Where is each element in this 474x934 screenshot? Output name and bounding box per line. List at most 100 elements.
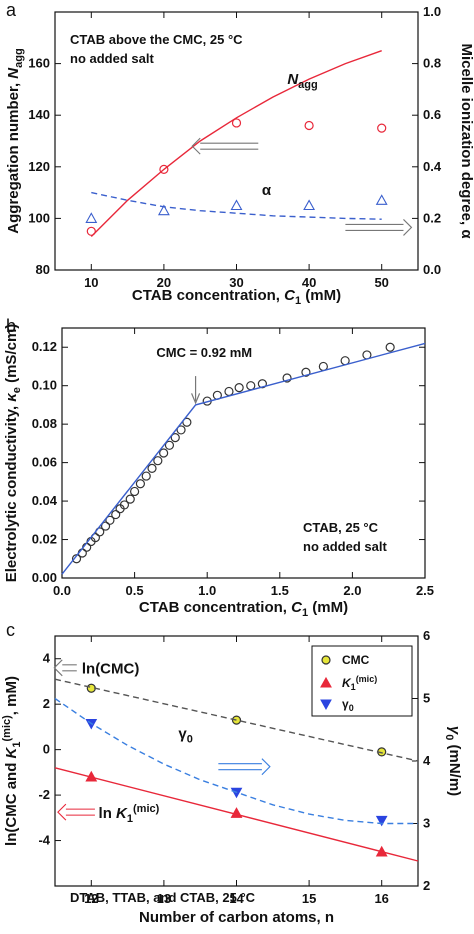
b-series-data-point: [147, 463, 157, 473]
b-series-data-point: [234, 383, 244, 393]
panel-a-x-axis-label: CTAB concentration, C1 (mM): [132, 287, 341, 307]
panel-c-annotation-lnk1: ln K1(mic): [99, 803, 160, 825]
c-series-cmc-fit-line: [54, 678, 419, 762]
a-x-tick-label: 40: [302, 275, 316, 290]
a-y-tick-label: 120: [28, 159, 50, 174]
c-series-cmc-fit: [54, 678, 419, 762]
panel-a-letter: a: [6, 0, 17, 20]
a-series--: [85, 194, 388, 223]
panel-c-y2-axis-label: γ0 (mN/m): [443, 726, 463, 796]
b-series-data-point: [224, 386, 234, 397]
a-series-nagg-point: [231, 118, 242, 128]
a-x-tick-label: 50: [374, 275, 388, 290]
b-y-tick-label: 0.04: [32, 493, 58, 508]
b-series-data-point: [170, 433, 180, 443]
panel-c-annotation-lncmc: ln(CMC): [82, 661, 139, 678]
panel-b-annotation-cmc: CMC = 0.92 mM: [156, 345, 252, 360]
b-x-tick-label: 1.0: [198, 583, 216, 598]
a-series---point: [375, 194, 388, 205]
c-x-tick-label: 13: [157, 891, 171, 906]
a-y2-tick-label: 0.2: [423, 210, 441, 225]
c-y2-tick-label: 6: [423, 628, 430, 643]
panel-c-arrow-k1: [57, 803, 95, 821]
b-series-data-point: [125, 494, 135, 504]
c-y-tick-label: 0: [43, 742, 50, 757]
b-x-tick-label: 0.5: [126, 583, 144, 598]
panel-a-annotation-1: CTAB above the CMC, 25 °C: [70, 32, 243, 47]
a-x-tick-label: 10: [84, 275, 98, 290]
panel-b-cmc-arrow-head: [191, 393, 201, 405]
panel-a-annotation-2: no added salt: [70, 51, 154, 66]
b-series-data-point: [176, 425, 186, 435]
a-series--fit-line: [91, 191, 382, 220]
c-series-k1-mic-fit-line: [54, 767, 419, 862]
a-y-tick-label: 140: [28, 107, 50, 122]
c-series--0-fit-line: [54, 697, 418, 825]
a-series---point: [303, 199, 316, 211]
panel-a-series-label-alpha: α: [262, 182, 272, 199]
panel-c-legend-label-k1: K1(mic): [342, 674, 377, 692]
b-x-tick-label: 1.5: [271, 583, 289, 598]
panel-c-arrow-gamma: [218, 758, 271, 776]
b-series-fit-line: [61, 342, 426, 575]
panel-c-legend-marker-gamma: [320, 699, 332, 711]
panel-b-annotation-3: no added salt: [303, 539, 387, 554]
a-series-nagg-point: [304, 120, 314, 131]
c-y-tick-label: 2: [43, 696, 50, 711]
a-y-tick-label: 100: [28, 210, 50, 225]
b-y-tick-label: 0.00: [32, 570, 57, 585]
b-y-tick-label: 0.02: [32, 532, 57, 547]
panel-a-arrow-left-head: [191, 137, 201, 155]
a-series-nagg-fit: [90, 50, 382, 237]
panel-a-arrow-right-head: [403, 219, 413, 236]
a-y-tick-label: 160: [28, 56, 50, 71]
a-series---point: [230, 199, 243, 211]
a-series---point: [85, 212, 98, 223]
a-series-nagg-fit-line: [90, 50, 382, 237]
b-x-tick-label: 2.5: [416, 583, 434, 598]
a-series-nagg-point: [86, 226, 96, 236]
panel-c: c 12 13 14 15 16 -4 -2 0 2 4 2 3 4 5 6 Number of carbon…: [1, 620, 463, 926]
b-series-data-point: [111, 509, 121, 520]
panel-c-letter: c: [6, 620, 15, 640]
panel-c-legend-marker-cmc: [321, 655, 331, 665]
panel-a-arrow-left: [191, 137, 259, 155]
panel-c-y-axis-label: ln(CMC and K1(mic), mM): [1, 676, 23, 846]
b-series-data-point: [164, 440, 175, 450]
c-y2-tick-label: 5: [423, 691, 430, 706]
b-y-tick-label: 0.12: [32, 339, 57, 354]
b-series-fit: [61, 342, 426, 575]
a-y-tick-label: 80: [36, 262, 50, 277]
a-series--fit: [91, 191, 382, 220]
c-y2-tick-label: 4: [423, 753, 431, 768]
a-series---point: [157, 204, 170, 216]
a-series-nagg-point: [377, 123, 387, 133]
panel-c-arrow-cmc-head: [53, 659, 63, 677]
b-series-data-point: [135, 479, 146, 489]
panel-c-x-axis-label: Number of carbon atoms, n: [139, 909, 334, 926]
c-y2-tick-label: 2: [423, 878, 430, 893]
b-x-tick-label: 0.0: [53, 583, 71, 598]
panel-a-y2-axis-label: Micelle ionization degree, α: [458, 43, 474, 239]
b-y-tick-label: 0.08: [32, 416, 57, 431]
b-y-tick-label: 0.06: [32, 455, 57, 470]
panel-c-legend-label-gamma: γ0: [342, 697, 354, 713]
b-series-data-point: [257, 379, 267, 389]
panel-a-y-axis-label: Aggregation number, Nagg: [5, 48, 25, 233]
b-x-tick-label: 2.0: [343, 583, 361, 598]
a-y2-tick-label: 0.6: [423, 107, 441, 122]
a-y2-tick-label: 1.0: [423, 4, 441, 19]
a-series-nagg-point: [159, 164, 169, 174]
b-series-data-point: [182, 417, 192, 427]
b-series-data-point: [119, 500, 130, 510]
panel-c-arrow-gamma-head: [261, 758, 271, 776]
b-series-data-point: [153, 456, 163, 466]
c-y-tick-label: -4: [38, 833, 50, 848]
b-y-tick-label: 0.10: [32, 378, 57, 393]
panel-a-series-label-nagg: Nagg: [287, 71, 317, 91]
c-y-tick-label: 4: [43, 651, 51, 666]
c-y2-tick-label: 3: [423, 816, 430, 831]
a-x-tick-label: 30: [229, 275, 243, 290]
panel-b-letter: b: [6, 316, 16, 336]
